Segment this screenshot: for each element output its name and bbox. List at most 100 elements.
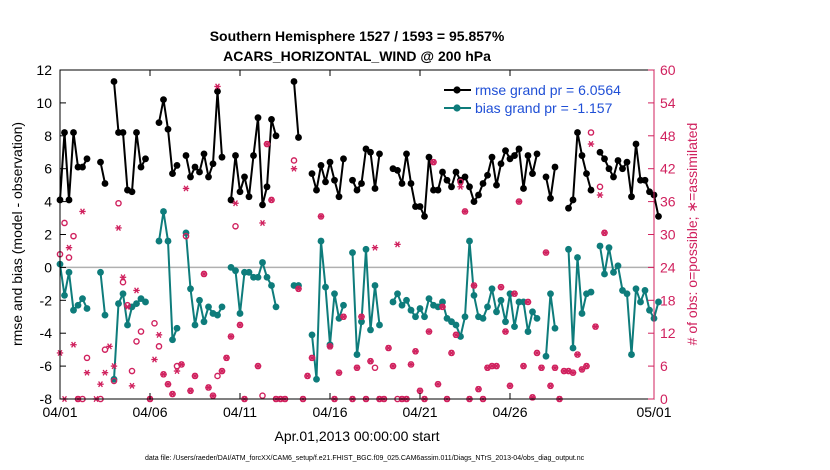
asterisk-stroke	[354, 364, 360, 371]
obs-assimilated-point	[475, 386, 482, 393]
rmse-point	[133, 129, 140, 136]
bias-point	[349, 249, 356, 256]
rmse-point	[443, 176, 451, 184]
bias-point	[412, 313, 419, 321]
rmse-point	[128, 188, 136, 196]
bias-point	[110, 375, 118, 383]
obs-possible-point	[259, 392, 266, 400]
asterisk-stroke	[201, 270, 207, 278]
asterisk-stroke	[260, 219, 265, 227]
asterisk-stroke	[476, 386, 481, 393]
bias-point	[551, 324, 559, 332]
bias-point	[461, 313, 469, 321]
bias-point	[196, 296, 203, 304]
rmse-point	[295, 134, 302, 141]
obs-assimilated-point	[236, 321, 244, 329]
rmse-point	[254, 114, 262, 122]
asterisk-stroke	[161, 371, 166, 378]
asterisk-stroke	[507, 382, 513, 389]
asterisk-stroke	[84, 369, 90, 376]
obs-possible-point	[128, 367, 136, 375]
bias-point	[596, 242, 604, 250]
rmse-point	[322, 178, 329, 186]
rmse-point	[551, 163, 559, 171]
rmse-point	[241, 173, 248, 181]
bias-point	[83, 305, 91, 312]
obs-assimilated-point	[358, 313, 365, 320]
series-layer	[56, 78, 662, 383]
obs-possible-point	[83, 354, 91, 362]
obs-assimilated-point	[439, 303, 446, 310]
obs-assimilated-point	[209, 392, 217, 399]
bias-point	[610, 268, 617, 276]
bias-point	[479, 314, 487, 322]
asterisk-stroke	[206, 384, 211, 391]
rmse-point	[524, 152, 532, 159]
bias-point	[628, 351, 635, 358]
obs-assimilated-point	[515, 198, 523, 205]
asterisk-stroke	[228, 333, 234, 340]
bias-point	[331, 290, 338, 298]
x-tick-label: 04/11	[223, 404, 257, 420]
bias-point	[263, 273, 271, 281]
x-tick-label: 04/21	[402, 404, 437, 420]
asterisk-stroke	[336, 369, 342, 376]
bias-point	[623, 290, 631, 298]
rmse-point	[191, 163, 199, 171]
y2-tick-label: 36	[660, 194, 676, 210]
rmse-point	[623, 158, 631, 166]
rmse-point	[101, 180, 109, 187]
rmse-point	[632, 140, 640, 148]
rmse-point	[205, 173, 212, 181]
bias-point	[272, 303, 280, 311]
bias-point	[232, 267, 239, 275]
asterisk-stroke	[570, 369, 576, 376]
asterisk-stroke	[359, 313, 364, 320]
rmse-point	[398, 180, 406, 187]
asterisk-stroke	[417, 387, 423, 394]
obs-assimilated-point	[371, 244, 379, 251]
rmse-point	[502, 147, 509, 155]
bias-point	[605, 244, 613, 252]
asterisk-stroke	[602, 229, 607, 236]
asterisk-stroke	[395, 241, 400, 248]
asterisk-stroke	[386, 344, 391, 352]
rmse-point	[610, 173, 617, 181]
bias-point	[313, 375, 320, 383]
obs-assimilated-point	[493, 363, 500, 370]
asterisk-stroke	[368, 358, 373, 365]
asterisk-stroke	[183, 185, 189, 192]
asterisk-stroke	[165, 381, 171, 388]
obs-assimilated-point	[124, 303, 131, 310]
obs-possible-point	[232, 222, 239, 230]
obs-assimilated-point	[578, 366, 586, 373]
asterisk-stroke	[129, 382, 135, 389]
bias-point	[322, 283, 329, 291]
obs-possible-point	[290, 157, 298, 164]
bias-point	[470, 291, 478, 299]
rmse-point	[452, 168, 460, 176]
rmse-point	[416, 203, 424, 210]
obs-assimilated-point	[542, 249, 550, 256]
bias-point	[524, 328, 532, 335]
legend-bias-marker	[453, 104, 461, 112]
asterisk-stroke	[453, 331, 459, 338]
y2-tick-label: 48	[660, 128, 676, 144]
rmse-point	[394, 166, 401, 174]
obs-assimilated-point	[232, 200, 239, 207]
bias-point	[79, 295, 86, 303]
rmse-point	[448, 183, 455, 191]
obs-assimilated-point	[151, 356, 158, 363]
obs-assimilated-point	[326, 343, 334, 350]
rmse-point	[70, 129, 77, 136]
asterisk-stroke	[462, 208, 468, 215]
rmse-point	[218, 153, 226, 161]
bias-point	[362, 245, 370, 253]
bias-point	[317, 237, 325, 245]
rmse-point	[119, 129, 127, 136]
asterisk-stroke	[107, 343, 112, 350]
obs-assimilated-point	[254, 363, 262, 370]
y2-tick-label: 30	[660, 227, 676, 243]
asterisk-stroke	[210, 392, 216, 399]
